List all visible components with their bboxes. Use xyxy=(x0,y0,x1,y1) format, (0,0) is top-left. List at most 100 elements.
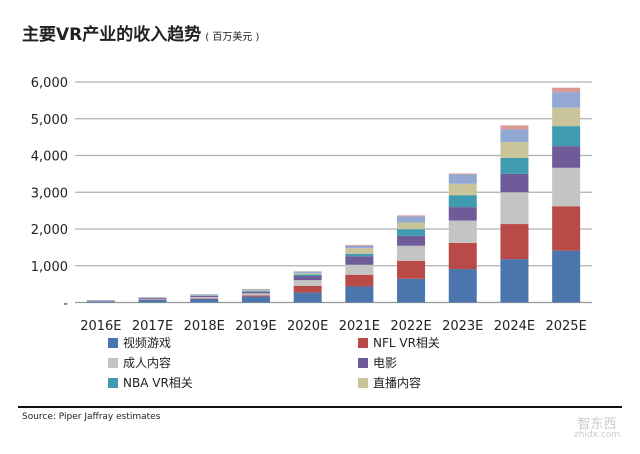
legend-label: 成人内容 xyxy=(123,356,172,370)
y-tick-label: 3,000 xyxy=(31,186,68,201)
bar-segment xyxy=(448,207,477,221)
bar-segment xyxy=(500,259,529,303)
bar-segment xyxy=(500,192,529,225)
legend-item: 电影 xyxy=(358,354,397,371)
y-tick-label: 6,000 xyxy=(31,76,68,91)
bar-segment xyxy=(397,278,426,303)
bar-segment xyxy=(345,248,374,254)
y-tick-label: 2,000 xyxy=(31,223,68,238)
bar-segment xyxy=(500,157,529,174)
bar-segment xyxy=(241,291,270,292)
bar-segment xyxy=(190,296,219,299)
bar-segment xyxy=(552,126,581,147)
legend-item: 视频游戏 xyxy=(108,334,171,351)
bar-segment xyxy=(190,298,219,303)
bar-segment xyxy=(448,174,477,184)
bar-segment xyxy=(293,273,322,275)
legend-label: 视频游戏 xyxy=(123,336,172,350)
bar-segment xyxy=(241,293,270,296)
bar-segment xyxy=(138,299,167,303)
bar-segment xyxy=(345,274,374,287)
bar-segment xyxy=(397,260,426,279)
bar-segment xyxy=(552,146,581,168)
x-tick-label: 2024E xyxy=(494,319,535,334)
bar-segment xyxy=(293,292,322,303)
legend-label: NBA VR相关 xyxy=(123,376,193,390)
bar-segment xyxy=(345,244,374,246)
legend-label: 直播内容 xyxy=(373,376,422,390)
unit-label: ( 百万美元 ) xyxy=(205,32,260,43)
legend-swatch xyxy=(108,357,118,368)
y-tick-label: - xyxy=(63,297,68,312)
x-tick-label: 2023E xyxy=(442,319,483,334)
x-tick-label: 2018E xyxy=(184,319,225,334)
bar-segment xyxy=(500,129,529,143)
legend-swatch xyxy=(358,337,368,348)
watermark-domain: zhidx.com xyxy=(573,430,620,440)
divider-line xyxy=(18,406,622,408)
bar-segment xyxy=(293,280,322,286)
bar-segment xyxy=(448,195,477,208)
bar-segment xyxy=(86,301,115,303)
bar-segment xyxy=(448,220,477,243)
bar-segment xyxy=(190,298,219,299)
bar-segment xyxy=(397,216,426,223)
bar-segment xyxy=(241,291,270,294)
bar-segment xyxy=(345,286,374,303)
title-text: 主要VR产业的收入趋势 xyxy=(22,25,202,45)
legend-swatch xyxy=(358,357,368,368)
bar-segment xyxy=(190,294,219,296)
source-note: Source: Piper Jaffray estimates xyxy=(22,412,161,422)
bar-segment xyxy=(397,222,426,230)
bar-segment xyxy=(293,271,322,274)
bar-segment xyxy=(241,295,270,297)
bar-segment xyxy=(138,297,167,299)
bar-segment xyxy=(397,245,426,261)
x-tick-label: 2021E xyxy=(339,319,380,334)
legend-item: 成人内容 xyxy=(108,354,171,371)
bar-segment xyxy=(500,125,529,130)
x-tick-label: 2025E xyxy=(545,319,586,334)
bar-segment xyxy=(241,289,270,291)
legend-item: 直播内容 xyxy=(358,374,421,391)
x-tick-label: 2016E xyxy=(80,319,121,334)
bar-segment xyxy=(138,298,167,300)
y-tick-label: 4,000 xyxy=(31,150,68,165)
legend-item: NFL VR相关 xyxy=(358,334,440,351)
bar-segment xyxy=(448,183,477,196)
bar-segment xyxy=(190,295,219,297)
bar-segment xyxy=(397,235,426,246)
bar-segment xyxy=(345,253,374,257)
bar-segment xyxy=(552,250,581,303)
bar-segment xyxy=(500,142,529,158)
chart-title: 主要VR产业的收入趋势( 百万美元 ) xyxy=(22,20,259,45)
bar-segment xyxy=(552,167,581,207)
bar-segment xyxy=(241,290,270,292)
legend-label: 电影 xyxy=(373,356,398,370)
y-tick-label: 5,000 xyxy=(31,113,68,128)
bar-segment xyxy=(397,215,426,217)
bar-segment xyxy=(345,256,374,265)
bar-segment xyxy=(293,285,322,293)
x-tick-label: 2019E xyxy=(235,319,276,334)
x-tick-label: 2022E xyxy=(390,319,431,334)
bar-segment xyxy=(448,269,477,303)
bar-segment xyxy=(448,242,477,270)
x-tick-label: 2017E xyxy=(132,319,173,334)
bar-segment xyxy=(448,173,477,175)
bar-segment xyxy=(552,92,581,108)
legend-swatch xyxy=(358,377,368,388)
watermark-text: 智东西 xyxy=(577,417,617,432)
bar-segment xyxy=(500,173,529,193)
bar-segment xyxy=(293,274,322,277)
bar-segment xyxy=(552,206,581,251)
x-tick-label: 2020E xyxy=(287,319,328,334)
legend-label: NFL VR相关 xyxy=(373,336,440,350)
y-tick-label: 1,000 xyxy=(31,260,68,275)
bar-segment xyxy=(552,87,581,93)
legend-item: NBA VR相关 xyxy=(108,374,193,391)
legend-swatch xyxy=(108,377,118,388)
bar-segment xyxy=(345,245,374,249)
